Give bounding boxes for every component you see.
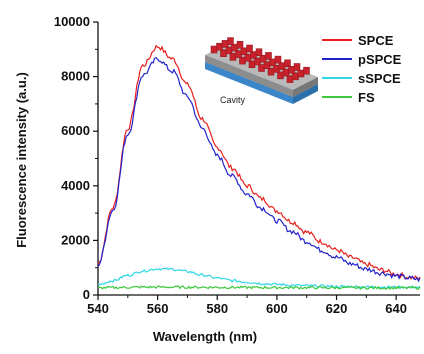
y-tick-label-10000: 10000: [54, 14, 90, 29]
inset-pillar-30: [255, 48, 263, 56]
series-line-spce: [97, 44, 421, 280]
inset-pillar-4: [248, 60, 256, 69]
inset-pillar-24: [278, 62, 286, 70]
y-tick-label-6000: 6000: [61, 123, 90, 138]
inset-pillar-15: [273, 65, 280, 73]
inset-pillar-2: [229, 53, 237, 61]
inset-pillar-34: [293, 63, 301, 71]
legend-label-sspce: sSPCE: [358, 71, 401, 86]
y-tick-label-4000: 4000: [61, 178, 90, 193]
x-tick-label-540: 540: [87, 301, 109, 316]
y-tick-label-0: 0: [83, 287, 90, 302]
inset-pillar-6: [267, 67, 275, 76]
inset-pillar-8: [286, 75, 294, 83]
inset-pillar-25: [288, 66, 295, 74]
inset-pillar-5: [258, 64, 265, 72]
legend-label-fs: FS: [358, 90, 375, 105]
series-layer: [97, 44, 421, 291]
x-tick-label-640: 640: [385, 301, 407, 316]
inset-grey-front: [205, 55, 293, 97]
inset-substrate-side: [293, 84, 318, 104]
inset-pillar-1: [220, 49, 227, 57]
series-line-sspce: [97, 267, 421, 290]
inset-pillar-9: [216, 42, 223, 51]
inset-pillar-26: [297, 69, 305, 78]
inset-pillar-3: [239, 56, 246, 65]
y-axis-title: Fluorescence intensity (a.u.): [14, 72, 29, 248]
y-tick-label-8000: 8000: [61, 69, 90, 84]
inset-pillar-21: [250, 51, 257, 59]
plot-axes: 0 2000 4000 6000 8000 10000 540 560 580 600 620 640: [54, 14, 420, 316]
x-tick-label-560: 560: [147, 301, 169, 316]
inset-pillar-12: [244, 54, 252, 62]
legend: SPCE pSPCE sSPCE FS: [322, 33, 402, 105]
inset-pillar-14: [263, 61, 271, 69]
inset-pillar-17: [292, 72, 299, 81]
legend-label-pspce: pSPCE: [358, 52, 402, 67]
inset-pillar-32: [274, 55, 282, 64]
inset-pillar-27: [227, 37, 234, 45]
x-tick-label-580: 580: [206, 301, 228, 316]
series-line-pspce: [97, 57, 421, 283]
inset-grey-side: [293, 77, 318, 97]
inset-cavity-label: Cavity: [220, 95, 246, 105]
inset-pillar-16: [282, 68, 290, 77]
x-tick-label-620: 620: [326, 301, 348, 316]
device-inset-illustration: Cavity: [205, 37, 318, 105]
x-tick-label-600: 600: [266, 301, 288, 316]
legend-label-spce: SPCE: [358, 33, 394, 48]
inset-pillar-29: [246, 44, 253, 53]
inset-pillar-35: [303, 66, 310, 75]
inset-pillar-23: [269, 58, 276, 67]
inset-pillar-22: [259, 54, 267, 63]
inset-pillar-28: [236, 41, 244, 49]
inset-pillar-18: [221, 40, 229, 48]
inset-pillar-33: [284, 59, 291, 68]
inset-pillar-19: [231, 43, 238, 52]
inset-pillar-7: [277, 71, 284, 80]
y-tick-label-2000: 2000: [61, 232, 90, 247]
inset-pillar-11: [235, 50, 242, 58]
inset-pillar-array: [210, 37, 310, 83]
inset-pillar-20: [240, 47, 248, 56]
inset-substrate-front: [205, 62, 293, 104]
inset-pillar-0: [210, 45, 218, 54]
inset-pillar-31: [265, 52, 272, 60]
x-axis-title: Wavelength (nm): [153, 329, 257, 344]
inset-pillar-10: [225, 46, 233, 55]
inset-pillar-13: [254, 57, 261, 66]
series-line-fs: [97, 285, 421, 291]
